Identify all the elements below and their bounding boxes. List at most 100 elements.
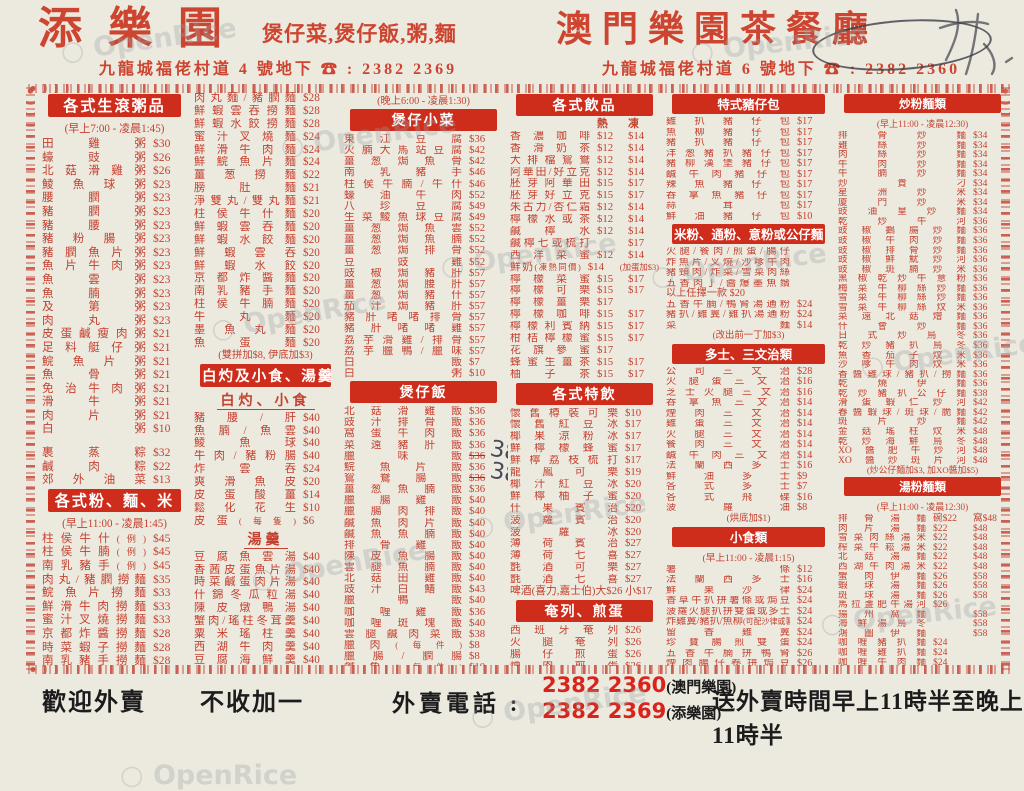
item-name: 香茜皮蛋魚片湯	[194, 563, 296, 576]
item-price: $36	[973, 359, 988, 371]
menu-item: 公司三文治 $28	[666, 366, 831, 378]
item-name: 八珍豆腐	[344, 200, 462, 212]
item-name: 什錦冬瓜粒湯	[194, 589, 296, 602]
menu-item: 蟹肉/瑤柱冬茸羹 $40	[194, 615, 337, 628]
item-name: 薄荷賓治	[510, 538, 618, 550]
section-note: (炒公仔麵加$3, 加XO醬加$5)	[866, 465, 979, 476]
item-price: $12	[597, 129, 614, 142]
item-name: 煙肉腸仔卷拼焗豆	[666, 659, 790, 666]
menu-body: 各式生滾粥品 (早上7:00 - 凌晨1:45) 田雞粥 $30 蠔豉粥 $26 北菇滑雞粥…	[40, 92, 1012, 666]
item-name: 吞拿魚三文治	[666, 398, 790, 409]
item-name: 淨雙丸/雙丸麵	[194, 195, 296, 208]
item-name: 鹹檸水	[510, 226, 590, 238]
menu-item: 白粥 $10	[344, 366, 503, 379]
menu-item: 煙肉煎蛋 $26	[510, 659, 659, 666]
menu-item: 炸雲吞 $24	[194, 463, 337, 476]
item-name: 檸檬菜蜜	[510, 273, 590, 285]
section-hours: (早上11:00 - 凌晨12:30)	[876, 119, 969, 129]
price-header-cold: 凍	[628, 118, 639, 130]
item-name: 海鮮湯烏冬	[838, 619, 926, 629]
menu-item: XO醬肥牛炒河 $48	[838, 446, 1007, 456]
item-name: 乾炒豬扒烏冬	[838, 341, 966, 351]
menu-item: 京都炸醬麵 $20	[194, 272, 337, 285]
menu-item: 火腩大馬站豆腐 $42	[344, 144, 503, 156]
item-name: 鹹牛肉三文治	[666, 450, 790, 461]
menu-item: 豉汁排骨飯 $36	[344, 417, 503, 428]
item-price: $21	[153, 368, 171, 382]
item-price-large: $58	[973, 580, 988, 592]
item-price: $20	[303, 476, 320, 489]
item-price: $40	[469, 594, 486, 607]
item-price: $36	[469, 472, 503, 484]
item-price: $57	[469, 311, 486, 324]
item-name: 鮮蝦雲吞	[194, 246, 296, 259]
item-name: 膀肚麵	[194, 182, 296, 195]
item-price: $38	[973, 387, 988, 399]
item-price	[933, 619, 973, 629]
item-name: 炒貴刁	[838, 178, 966, 189]
price-header-hot: 熱	[597, 118, 608, 130]
item-price: $10	[469, 366, 486, 379]
item-price-large	[973, 638, 1007, 648]
shop-left-name: 添樂園	[38, 4, 248, 53]
item-price: $17	[797, 168, 813, 180]
item-price: $36	[469, 460, 486, 473]
item-price: $36	[469, 133, 486, 145]
item-name: 鯪魚球	[194, 437, 296, 450]
menu-item: 豉椒鮮魷炒河 $36	[838, 255, 1007, 265]
item-name: 豬扒豬仔包	[666, 138, 790, 148]
item-name: 檸檬利賓納	[510, 321, 590, 333]
item-price: $40	[303, 563, 320, 576]
menu-item: 煙肉腸仔卷拼焗豆 $26	[666, 659, 831, 666]
menu-item: 腰膶粥 $23	[42, 191, 187, 205]
item-name: 菜遠豬肝飯	[344, 439, 462, 451]
item-name: 鮮奶(凍熱同價)	[510, 261, 581, 273]
item-name: 各式飛碟	[666, 492, 790, 503]
item-price-large: $48	[973, 532, 988, 544]
item-name: 懷舊樽裝可樂	[510, 407, 618, 419]
item-price: $26	[625, 659, 642, 666]
shop-right: 澳門樂園茶餐廳 九龍城福佬村道 6 號地下 ☎ : 2382 2360	[556, 6, 1006, 79]
section-title: 多士、三文治類	[672, 343, 825, 364]
item-name: 洋葱豬扒豬仔包	[666, 148, 790, 159]
menu-item: 薑葱焗魚腩 $52	[344, 234, 503, 245]
item-price: $17	[797, 137, 813, 148]
item-price: $17	[625, 454, 642, 467]
menu-item: 花旗參蜜 $17	[510, 344, 659, 357]
item-price: $14	[587, 260, 604, 273]
item-price: $57	[469, 266, 486, 279]
item-price: $40	[469, 494, 486, 507]
item-price: $40	[303, 589, 320, 602]
item-name: 鮮滑牛肉麵	[194, 143, 296, 156]
item-name: XO醬肥牛炒河	[838, 446, 966, 456]
menu-item: 鹹牛肉三文治 $14	[666, 450, 831, 462]
item-price: $40	[469, 527, 486, 540]
item-price: $8	[469, 650, 480, 663]
menu-item: 窩蛋牛肉飯 $36	[344, 428, 503, 439]
shop-left-address: 九龍城福佬村道 4 號地下 ☎ : 2382 2369	[98, 61, 458, 78]
menu-item: 椰汁紅豆冰 $20	[510, 478, 659, 491]
menu-item: 餐肉三文治 $14	[666, 440, 831, 451]
item-name: 鮮油多士	[666, 471, 790, 482]
item-name: 牛腩炒麵	[838, 169, 966, 179]
item-price: $35	[153, 572, 171, 586]
footer-phone-label: 外賣電話 :	[392, 691, 522, 716]
item-name: 魚片牛肉粥	[42, 259, 146, 273]
item-price: $36	[973, 225, 988, 237]
item-price: $16	[797, 491, 813, 503]
item-name-note: (凍熱同價)	[534, 261, 581, 272]
item-name: 鹹魚肉片飯	[344, 517, 462, 529]
menu-item: 魚腩粥 $23	[42, 287, 187, 301]
footer-welcome: 歡迎外賣	[42, 690, 146, 716]
item-name: 揚州窩麵	[838, 609, 926, 620]
item-name: 臘腸雞飯	[344, 495, 462, 507]
menu-item: 墨魚丸麵 $20	[194, 324, 337, 337]
item-price-large: $58	[973, 570, 988, 582]
item-price: $22	[933, 551, 948, 563]
menu-item: 菠蘿賓治 $20	[510, 514, 659, 527]
item-price: $24	[303, 130, 320, 143]
menu-item: 鯪魚球 $40	[194, 437, 337, 450]
menu-item: 炒貴刁 $34	[838, 179, 1007, 189]
item-name: 足料艇仔粥	[42, 340, 146, 354]
item-price: $10	[469, 662, 503, 666]
